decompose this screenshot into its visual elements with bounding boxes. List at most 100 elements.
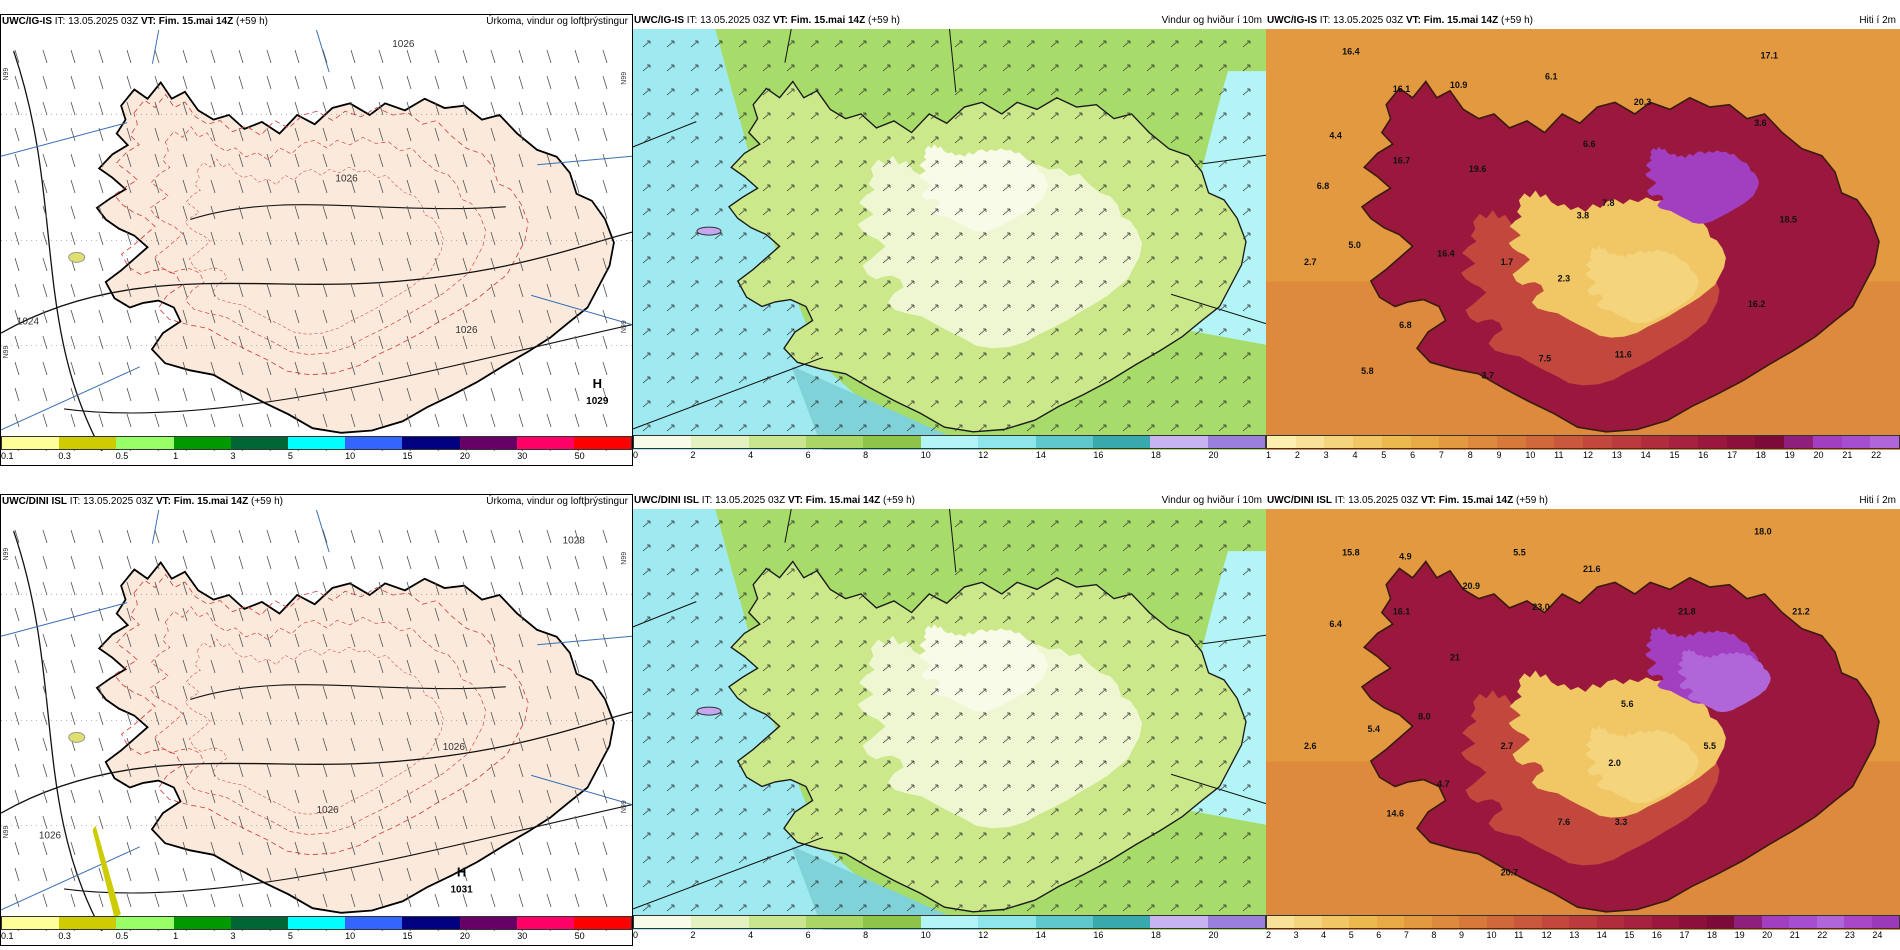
wind-barb	[378, 361, 384, 376]
wind-barb	[602, 815, 608, 830]
wind-arrow	[834, 904, 843, 912]
wind-arrow	[738, 688, 747, 696]
colorbar-swatch	[516, 437, 574, 449]
wind-arrow	[858, 352, 867, 360]
wind-arrow	[1242, 280, 1251, 288]
wind-arrow	[1170, 232, 1179, 240]
wind-barb	[266, 789, 272, 804]
wind-barb	[462, 257, 468, 272]
temperature-label: 5.8	[1361, 366, 1374, 376]
wind-arrow	[762, 424, 771, 432]
wind-arrow	[738, 184, 747, 192]
wind-arrow	[834, 664, 843, 672]
wind-barb	[602, 179, 608, 194]
wind-arrow	[690, 208, 699, 216]
meridian-label: N99	[3, 825, 10, 838]
wind-barb	[210, 179, 216, 194]
wind-arrow	[1026, 592, 1035, 600]
wind-barb	[602, 205, 608, 220]
wind-arrow	[690, 592, 699, 600]
wind-barb	[70, 361, 76, 376]
wind-arrow	[1170, 280, 1179, 288]
wind-arrow	[714, 40, 723, 48]
wind-barb	[518, 101, 524, 116]
wind-arrow	[834, 808, 843, 816]
panel-header: UWC/DINI ISL IT: 13.05.2025 03Z VT: Fim.…	[634, 495, 1262, 506]
wind-arrow	[1218, 520, 1227, 528]
colorbar-tick-label: 10	[1486, 930, 1497, 940]
wind-barb	[378, 283, 384, 298]
wind-arrow	[834, 160, 843, 168]
temperature-label: 18.5	[1780, 215, 1798, 225]
wind-barb	[322, 413, 328, 428]
isobar-label: 1026	[39, 830, 62, 841]
wind-arrow	[786, 856, 795, 864]
wind-arrow	[762, 184, 771, 192]
wind-arrow	[642, 808, 651, 816]
wind-barb	[182, 815, 188, 830]
wind-arrow	[882, 712, 891, 720]
wind-arrow	[882, 568, 891, 576]
wind-arrow	[666, 544, 675, 552]
wind-barb	[350, 841, 356, 856]
wind-barb	[210, 763, 216, 778]
wind-arrow	[1050, 160, 1059, 168]
wind-barb	[238, 893, 244, 908]
colorbar-swatch	[1349, 916, 1377, 928]
graticule-line	[1, 366, 141, 431]
wind-barb	[70, 127, 76, 142]
wind-arrow	[642, 760, 651, 768]
temperature-label: 6.4	[1329, 619, 1342, 629]
temperature-label: 5.6	[1621, 699, 1634, 709]
isobar-label: 1028	[563, 536, 586, 547]
wind-barb	[350, 737, 356, 752]
wind-arrow	[762, 832, 771, 840]
wind-barb	[602, 867, 608, 882]
wind-arrow	[882, 592, 891, 600]
wind-barb	[126, 361, 132, 376]
wind-arrow	[666, 328, 675, 336]
wind-arrow	[882, 160, 891, 168]
wind-arrow	[882, 64, 891, 72]
wind-arrow	[930, 664, 939, 672]
wind-barb	[98, 75, 104, 90]
wind-arrow	[762, 112, 771, 120]
wind-barb	[294, 153, 300, 168]
wind-arrow	[810, 232, 819, 240]
wind-arrow	[1146, 592, 1155, 600]
wind-arrow	[1218, 256, 1227, 264]
wind-arrow	[1194, 616, 1203, 624]
colorbar-tick-label: 0.1	[1, 931, 14, 941]
wind-arrow	[1002, 736, 1011, 744]
wind-arrow	[714, 400, 723, 408]
calm-area	[918, 144, 1048, 232]
wind-arrow	[738, 352, 747, 360]
wind-arrow	[642, 64, 651, 72]
wind-arrow	[906, 184, 915, 192]
wind-barb	[210, 841, 216, 856]
wind-arrow	[858, 784, 867, 792]
wind-barb	[322, 75, 328, 90]
wind-barb	[266, 607, 272, 622]
wind-arrow	[1242, 688, 1251, 696]
wind-barb	[182, 893, 188, 908]
colorbar-swatch	[1267, 916, 1295, 928]
wind-barb	[602, 75, 608, 90]
wind-arrow	[714, 352, 723, 360]
wind-arrow	[1002, 40, 1011, 48]
wind-barb	[42, 231, 48, 246]
wind-barb	[14, 893, 20, 908]
wind-barb	[406, 361, 412, 376]
wind-barb	[238, 127, 244, 142]
temp-band	[1645, 146, 1759, 224]
wind-arrow	[810, 184, 819, 192]
colorbar-swatch	[1569, 916, 1597, 928]
wind-arrow	[1026, 640, 1035, 648]
wind-arrow	[762, 88, 771, 96]
wind-arrow	[906, 352, 915, 360]
wind-arrow	[1098, 40, 1107, 48]
wind-barb	[266, 75, 272, 90]
wind-arrow	[666, 712, 675, 720]
wind-arrow	[882, 808, 891, 816]
wind-arrow	[1002, 208, 1011, 216]
